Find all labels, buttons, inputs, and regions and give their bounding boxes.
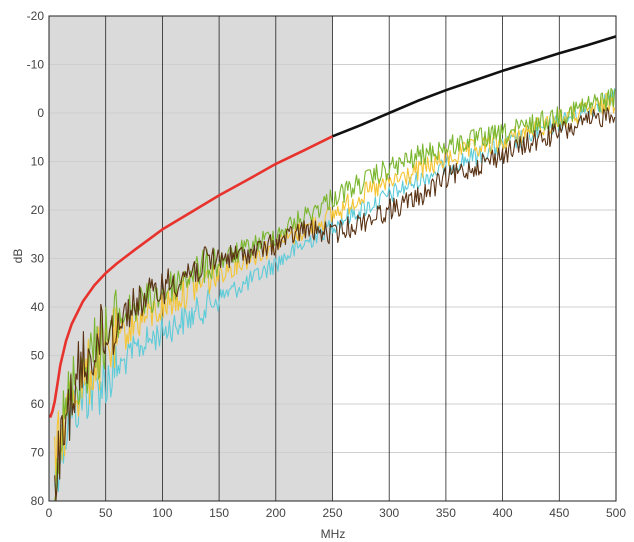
plot-border	[48, 15, 617, 502]
x-tick-label: 200	[266, 506, 286, 520]
y-tick-label: 50	[31, 349, 45, 363]
x-tick-label: 100	[152, 506, 172, 520]
limit-line-lower	[48, 135, 334, 419]
x-tick-label: 250	[322, 506, 342, 520]
x-tick-label: 50	[99, 506, 113, 520]
y-tick-label: 60	[31, 397, 45, 411]
y-tick-label: 40	[31, 300, 45, 314]
series-line-1	[54, 88, 616, 493]
y-tick-label: 70	[31, 446, 45, 460]
x-tick-label: 0	[46, 506, 53, 520]
y-tick-label: -20	[27, 9, 45, 23]
series-group	[54, 87, 616, 502]
limit-line-upper	[332, 35, 617, 138]
y-tick-label: 10	[31, 155, 45, 169]
x-tick-label: 150	[209, 506, 229, 520]
plot-frame	[48, 15, 617, 502]
series-line-4	[54, 107, 616, 502]
y-axis-title: dB	[11, 249, 25, 264]
series-line-3	[54, 87, 616, 501]
tick-labels: 0 50 100 150 200 250 300 350 400 450 500 -20 -10 0 10 2…	[27, 9, 627, 520]
plot-area	[49, 16, 616, 501]
x-tick-label: 400	[493, 506, 513, 520]
x-tick-label: 300	[379, 506, 399, 520]
x-axis-title: MHz	[321, 527, 346, 541]
x-tick-label: 350	[436, 506, 456, 520]
y-tick-label: 20	[31, 203, 45, 217]
x-tick-label: 450	[549, 506, 569, 520]
limit-line-group	[48, 35, 617, 419]
y-tick-label: -10	[27, 58, 45, 72]
y-tick-label: 0	[37, 106, 44, 120]
y-tick-label: 30	[31, 252, 45, 266]
y-tick-label: 80	[31, 494, 45, 508]
x-tick-label: 500	[606, 506, 626, 520]
